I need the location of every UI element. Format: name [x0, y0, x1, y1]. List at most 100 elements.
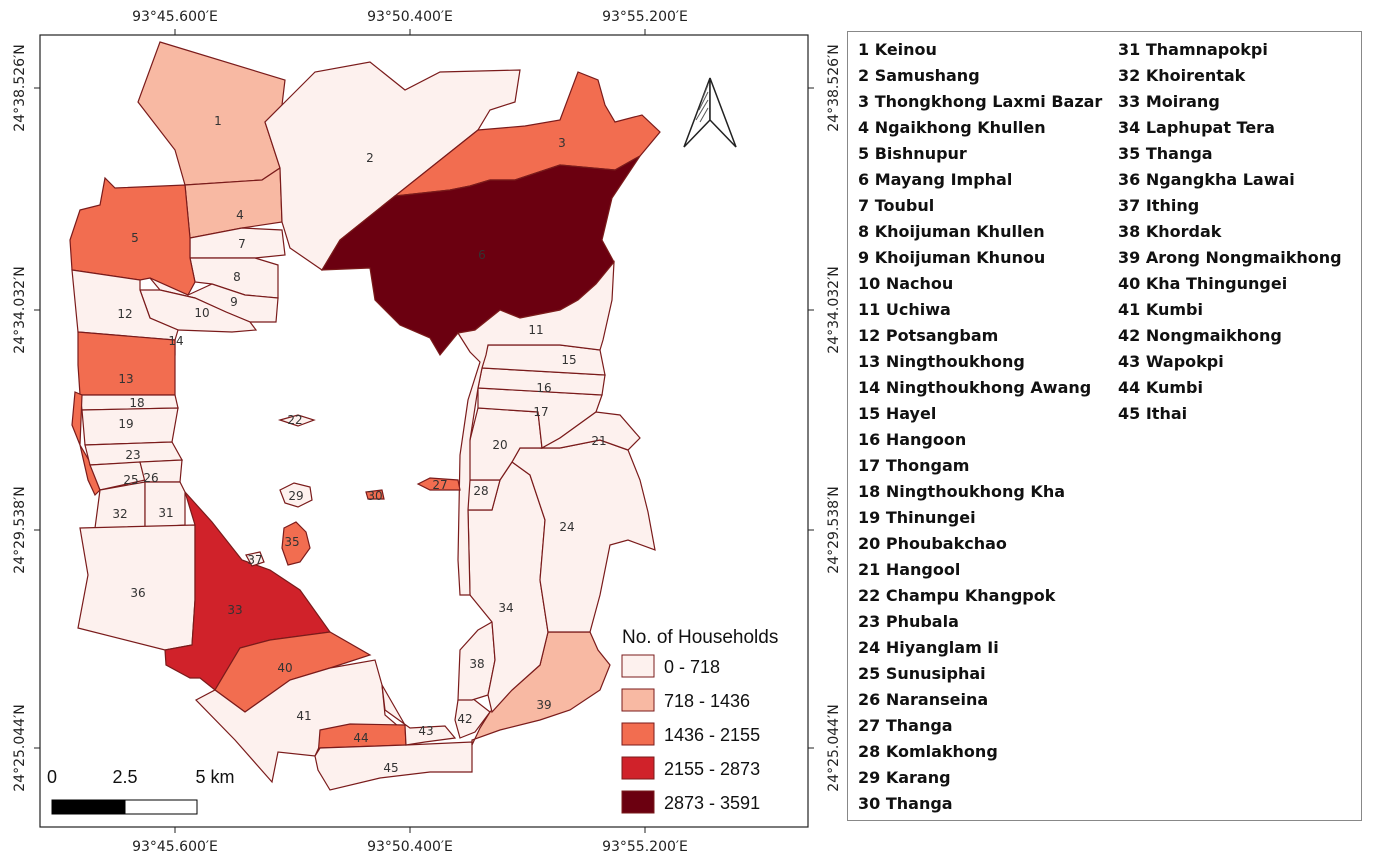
key-entry: 4 Ngaikhong Khullen	[858, 118, 1046, 137]
region-label: 35	[284, 535, 299, 549]
region-label: 24	[559, 520, 574, 534]
region-label: 37	[247, 553, 262, 567]
lat-label-left: 24°34.032′N	[12, 266, 28, 353]
lon-label-top: 93°55.200′E	[602, 9, 688, 25]
region-label: 15	[561, 353, 576, 367]
key-entry: 17 Thongam	[858, 456, 970, 475]
legend: No. of Households 0 - 718 718 - 1436 143…	[621, 627, 778, 814]
key-entry: 19 Thinungei	[858, 508, 976, 527]
region-label: 36	[130, 586, 145, 600]
key-entry: 5 Bishnupur	[858, 144, 967, 163]
key-entry: 7 Toubul	[858, 196, 935, 215]
region-label: 25	[123, 473, 138, 487]
region-22-champu-khangpok[interactable]	[277, 414, 316, 427]
key-entry: 29 Karang	[858, 768, 951, 787]
region-29-karang[interactable]	[279, 482, 313, 508]
region-2-samushang[interactable]	[264, 61, 521, 271]
region-43-wapokpi[interactable]	[381, 684, 457, 746]
region-label: 13	[118, 372, 133, 386]
key-column-2: 31 Thamnapokpi 32 Khoirentak 33 Moirang 34 …	[1118, 37, 1342, 427]
lat-label-right: 24°29.538′N	[826, 486, 842, 573]
scale-bar-white	[124, 799, 198, 815]
key-entry: 45 Ithai	[1118, 404, 1188, 423]
lon-label-top: 93°45.600′E	[132, 9, 218, 25]
key-entry: 11 Uchiwa	[858, 300, 951, 319]
key-entry: 36 Ngangkha Lawai	[1118, 170, 1295, 189]
key-entry: 13 Ningthoukhong	[858, 352, 1025, 371]
region-label: 38	[469, 657, 484, 671]
key-entry: 16 Hangoon	[858, 430, 967, 449]
region-label: 30	[367, 489, 382, 503]
region-label: 21	[591, 434, 606, 448]
scale-bar: 0 2.5 5 km	[47, 767, 235, 815]
region-label: 45	[383, 761, 398, 775]
key-entry: 33 Moirang	[1118, 92, 1220, 111]
region-37-ithing[interactable]	[245, 551, 265, 567]
region-label: 1	[214, 114, 222, 128]
region-label: 28	[473, 484, 488, 498]
lat-label-right: 24°34.032′N	[826, 266, 842, 353]
key-entry: 22 Champu Khangpok	[858, 586, 1056, 605]
key-entry: 31 Thamnapokpi	[1118, 40, 1268, 59]
key-entry: 20 Phoubakchao	[858, 534, 1007, 553]
key-entry: 25 Sunusiphai	[858, 664, 986, 683]
region-label: 26	[143, 471, 158, 485]
key-entry: 15 Hayel	[858, 404, 937, 423]
scale-label: 2.5	[112, 767, 137, 787]
region-label: 31	[158, 506, 173, 520]
legend-swatch	[621, 688, 655, 712]
key-entry: 44 Kumbi	[1118, 378, 1203, 397]
region-label: 40	[277, 661, 292, 675]
lat-label-left: 24°29.538′N	[12, 486, 28, 573]
region-label: 12	[117, 307, 132, 321]
region-label: 42	[457, 712, 472, 726]
key-entry: 24 Hiyanglam Ii	[858, 638, 999, 657]
region-31-thamnapokpi[interactable]	[144, 481, 186, 529]
key-entry: 21 Hangool	[858, 560, 961, 579]
region-30-thanga[interactable]	[365, 489, 385, 500]
scale-bar-black	[51, 799, 126, 815]
region-label: 9	[230, 295, 238, 309]
key-entry: 3 Thongkhong Laxmi Bazar	[858, 92, 1103, 111]
region-45-ithai[interactable]	[314, 741, 473, 791]
region-label: 29	[288, 489, 303, 503]
key-entry: 35 Thanga	[1118, 144, 1213, 163]
key-entry: 26 Naranseina	[858, 690, 989, 709]
legend-label: 718 - 1436	[664, 691, 750, 711]
region-western-strip[interactable]	[71, 391, 101, 497]
region-21-hangool[interactable]	[539, 411, 641, 451]
legend-swatch	[621, 722, 655, 746]
legend-label: 1436 - 2155	[664, 725, 760, 745]
region-35-thanga[interactable]	[281, 521, 311, 566]
key-entry: 18 Ningthoukhong Kha	[858, 482, 1065, 501]
region-label: 33	[227, 603, 242, 617]
graticule-ticks	[34, 29, 814, 833]
region-labels: 1 2 3 4 5 6 7 8 9 10 11 12 13 14 15 16 1…	[112, 114, 606, 775]
region-label: 14	[168, 334, 183, 348]
key-entry: 38 Khordak	[1118, 222, 1222, 241]
legend-label: 2873 - 3591	[664, 793, 760, 813]
region-label: 11	[528, 323, 543, 337]
north-arrow-icon	[683, 77, 737, 148]
region-label: 10	[194, 306, 209, 320]
region-label: 6	[478, 248, 486, 262]
key-entry: 12 Potsangbam	[858, 326, 999, 345]
key-column-1: 1 Keinou 2 Samushang 3 Thongkhong Laxmi Ba…	[858, 37, 1102, 817]
region-27-thanga[interactable]	[416, 477, 461, 491]
region-label: 20	[492, 438, 507, 452]
key-entry: 32 Khoirentak	[1118, 66, 1246, 85]
region-label: 8	[233, 270, 241, 284]
lat-label-left: 24°38.526′N	[12, 44, 28, 131]
lat-label-right: 24°38.526′N	[826, 44, 842, 131]
scale-label: 0	[47, 767, 57, 787]
region-label: 16	[536, 381, 551, 395]
key-entry: 34 Laphupat Tera	[1118, 118, 1275, 137]
region-label: 22	[287, 413, 302, 427]
region-label: 4	[236, 208, 244, 222]
legend-label: 0 - 718	[664, 657, 720, 677]
legend-swatch	[621, 790, 655, 814]
key-entry: 2 Samushang	[858, 66, 980, 85]
key-entry: 40 Kha Thingungei	[1118, 274, 1288, 293]
key-entry: 28 Komlakhong	[858, 742, 998, 761]
